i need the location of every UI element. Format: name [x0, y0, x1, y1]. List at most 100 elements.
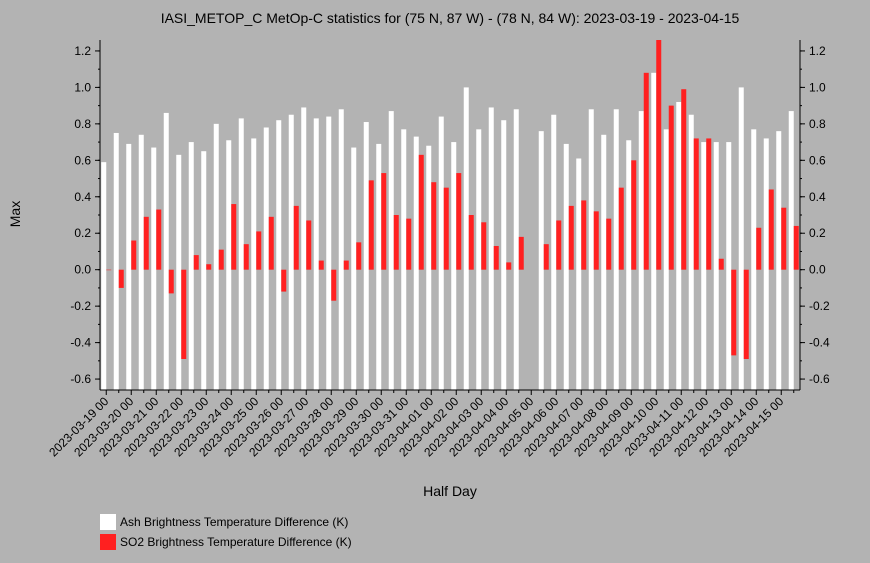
so2-bar-3: [143, 216, 149, 270]
so2-bar-14: [281, 269, 287, 292]
so2-bar-12: [256, 231, 262, 270]
so2-bar-4: [156, 209, 162, 270]
ash-bar-39: [588, 109, 594, 391]
ash-bar-28: [451, 142, 457, 390]
so2-bar-20: [356, 242, 362, 270]
so2-bar-18: [331, 269, 337, 301]
y-tick-label-left: 0.2: [74, 226, 91, 240]
legend: Ash Brightness Temperature Difference (K…: [100, 512, 352, 552]
so2-bar-29: [468, 215, 474, 270]
so2-bar-54: [781, 207, 787, 270]
y-tick-label-right: -0.6: [809, 372, 830, 386]
y-tick-label-right: 0.8: [809, 117, 826, 131]
ash-bar-49: [713, 142, 719, 390]
so2-bar-48: [706, 138, 712, 270]
ash-bar-16: [301, 107, 307, 390]
y-tick-label-right: 1.2: [809, 44, 826, 58]
so2-bar-32: [506, 262, 512, 270]
so2-bar-45: [668, 105, 674, 270]
ash-bar-45: [663, 129, 669, 390]
x-axis-label: Half Day: [423, 483, 477, 499]
y-tick-label-left: -0.2: [70, 299, 91, 313]
so2-bar-24: [406, 218, 412, 270]
ash-bar-21: [363, 122, 369, 390]
so2-bar-31: [493, 245, 499, 270]
y-tick-label-left: -0.4: [70, 336, 91, 350]
ash-bar-13: [263, 127, 269, 390]
so2-bar-13: [268, 216, 274, 270]
ash-bar-29: [463, 87, 469, 391]
so2-bar-49: [718, 258, 724, 270]
ash-bar-44: [651, 72, 657, 390]
y-tick-label-right: 1.0: [809, 80, 826, 94]
y-tick-label-left: 0.6: [74, 153, 91, 167]
ash-bar-36: [551, 114, 557, 391]
legend-swatch-so2: [100, 534, 116, 550]
ash-bar-23: [388, 111, 394, 390]
so2-bar-16: [306, 220, 312, 270]
legend-swatch-ash: [100, 514, 116, 530]
so2-bar-52: [756, 227, 762, 270]
ash-bar-24: [401, 129, 407, 390]
ash-bar-12: [251, 138, 257, 390]
so2-bar-38: [581, 200, 587, 270]
so2-bar-28: [456, 173, 462, 270]
y-tick-label-left: 0.0: [74, 263, 91, 277]
ash-bar-20: [351, 147, 357, 390]
so2-bar-30: [481, 222, 487, 270]
so2-bar-25: [418, 154, 424, 270]
ash-bar-3: [138, 134, 144, 390]
ash-bar-8: [201, 151, 207, 390]
ash-bar-42: [626, 140, 632, 390]
chart-title: IASI_METOP_C MetOp-C statistics for (75 …: [161, 10, 740, 26]
ash-bar-47: [688, 114, 694, 391]
so2-bar-26: [431, 182, 437, 270]
so2-bar-53: [768, 189, 774, 270]
ash-bar-17: [313, 118, 319, 390]
ash-bar-43: [638, 111, 644, 390]
ash-bar-0: [101, 162, 107, 390]
y-tick-label-left: 1.0: [74, 80, 91, 94]
y-tick-label-right: 0.0: [809, 263, 826, 277]
ash-bar-11: [238, 118, 244, 390]
so2-bar-36: [556, 220, 562, 270]
ash-bar-46: [676, 101, 682, 390]
y-tick-label-right: 0.2: [809, 226, 826, 240]
so2-bar-47: [693, 138, 699, 270]
so2-bar-6: [181, 269, 187, 360]
ash-bar-5: [163, 112, 169, 391]
ash-bar-15: [288, 114, 294, 391]
legend-label-ash: Ash Brightness Temperature Difference (K…: [120, 515, 349, 529]
so2-bar-1: [118, 269, 124, 288]
y-tick-label-right: 0.6: [809, 153, 826, 167]
y-tick-label-right: -0.4: [809, 336, 830, 350]
so2-bar-17: [318, 260, 324, 270]
ash-bar-9: [213, 123, 219, 390]
legend-item-ash: Ash Brightness Temperature Difference (K…: [100, 512, 352, 532]
ash-bar-25: [413, 136, 419, 390]
ash-bar-55: [788, 111, 794, 390]
so2-bar-19: [343, 260, 349, 270]
so2-bar-15: [293, 205, 299, 270]
so2-bar-35: [543, 244, 549, 270]
so2-bar-10: [231, 204, 237, 270]
ash-bar-2: [126, 143, 132, 390]
so2-bar-22: [381, 173, 387, 270]
so2-bar-41: [618, 187, 624, 270]
so2-bar-33: [518, 236, 524, 270]
y-tick-label-left: 0.8: [74, 117, 91, 131]
y-tick-label-right: 0.4: [809, 190, 826, 204]
so2-bar-37: [568, 205, 574, 270]
ash-bar-26: [426, 145, 432, 390]
so2-bar-0: [106, 269, 112, 271]
so2-bar-9: [218, 249, 224, 270]
legend-item-so2: SO2 Brightness Temperature Difference (K…: [100, 532, 352, 552]
y-axis-label: Max: [7, 201, 23, 227]
ash-bar-37: [563, 143, 569, 390]
ash-bar-33: [513, 109, 519, 391]
ash-bar-40: [601, 134, 607, 390]
ash-bar-35: [538, 131, 544, 390]
so2-bar-42: [631, 160, 637, 270]
ash-bar-27: [438, 116, 444, 390]
